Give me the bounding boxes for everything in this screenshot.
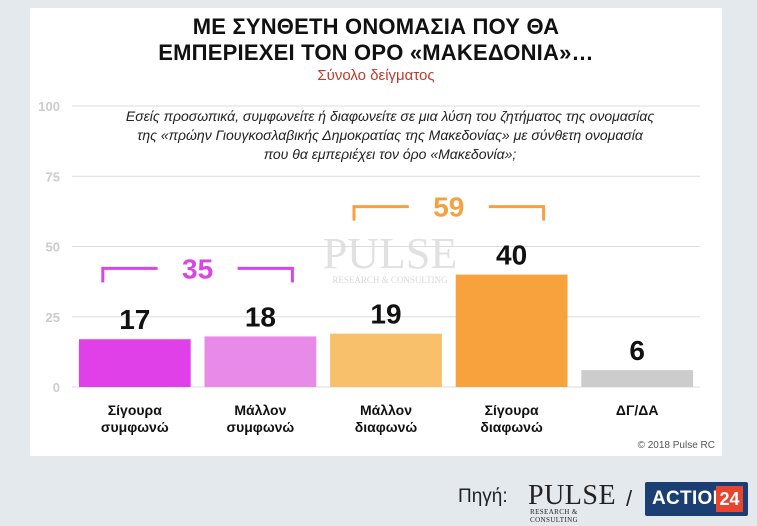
bracket-total-label: 59 bbox=[433, 192, 464, 223]
action24-logo-text: ACTION bbox=[652, 488, 727, 509]
category-label: Μάλλον bbox=[360, 402, 412, 418]
category-label: Σίγουρα bbox=[485, 402, 539, 418]
action24-logo: ACTION 24 bbox=[645, 482, 748, 516]
bracket-total-label: 35 bbox=[182, 253, 213, 284]
question-line1: Εσείς προσωπικά, συμφωνείτε ή διαφωνείτε… bbox=[125, 108, 655, 124]
category-label: Μάλλον bbox=[234, 402, 286, 418]
bar-value-label: 40 bbox=[496, 240, 527, 271]
bar-value-label: 6 bbox=[629, 335, 645, 366]
source-label: Πηγή: bbox=[458, 486, 508, 507]
bar bbox=[581, 370, 694, 387]
logo-separator: / bbox=[626, 486, 633, 511]
category-label: συμφωνώ bbox=[227, 419, 295, 435]
survey-question: Εσείς προσωπικά, συμφωνείτε ή διαφωνείτε… bbox=[60, 107, 720, 164]
category-label: ΔΓ/ΔΑ bbox=[616, 402, 659, 418]
category-label: διαφωνώ bbox=[355, 419, 418, 435]
pulse-logo-word: PULSE bbox=[528, 480, 617, 511]
pulse-watermark-tagline: RESEARCH & CONSULTING bbox=[332, 275, 448, 285]
category-label: Σίγουρα bbox=[108, 402, 162, 418]
bar bbox=[78, 339, 191, 387]
chart-title-line1: ΜΕ ΣΥΝΘΕΤΗ ΟΝΟΜΑΣΙΑ ΠΟΥ ΘΑ bbox=[192, 14, 560, 39]
bar bbox=[204, 336, 317, 387]
bar-value-label: 19 bbox=[370, 299, 401, 330]
pulse-logo-tagline: RESEARCH & CONSULTING bbox=[530, 508, 579, 524]
category-label: συμφωνώ bbox=[101, 419, 169, 435]
chart-title-line2: ΕΜΠΕΡΙΕΧΕΙ ΤΟΝ ΟΡΟ «ΜΑΚΕΔΟΝΙΑ»… bbox=[158, 40, 594, 65]
bar bbox=[330, 333, 442, 387]
y-tick-label: 50 bbox=[46, 240, 60, 255]
y-tick-label: 0 bbox=[53, 380, 60, 395]
bar bbox=[455, 274, 568, 387]
copyright-note: © 2018 Pulse RC bbox=[637, 440, 715, 451]
y-tick-label: 75 bbox=[46, 169, 60, 184]
question-line2: της «πρώην Γιουγκοσλαβικής Δημοκρατίας τ… bbox=[137, 127, 643, 143]
bar-value-label: 18 bbox=[245, 301, 276, 332]
bar-value-label: 17 bbox=[119, 304, 150, 335]
y-tick-label: 25 bbox=[46, 310, 60, 325]
pulse-watermark-word: PULSE bbox=[323, 229, 457, 278]
question-line3: που θα εμπεριέχει τον όρο «Μακεδονία»; bbox=[263, 146, 517, 162]
category-label: διαφωνώ bbox=[480, 419, 543, 435]
action24-logo-number: 24 bbox=[716, 486, 743, 512]
y-tick-label: 100 bbox=[38, 99, 60, 114]
chart-subtitle: Σύνολο δείγματος bbox=[317, 67, 435, 84]
pulse-logo: PULSE RESEARCH & CONSULTING bbox=[528, 476, 620, 524]
